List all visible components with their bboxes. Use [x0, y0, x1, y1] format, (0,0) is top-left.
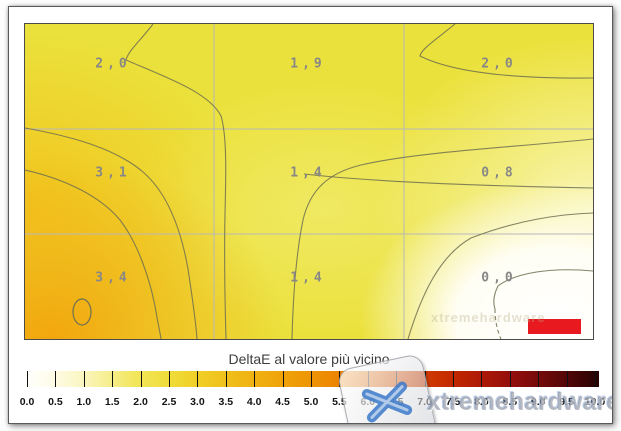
contour-line [494, 308, 502, 339]
watermark-x-icon [361, 381, 413, 423]
colorbar-tick [27, 371, 28, 387]
contour-line [25, 127, 198, 339]
contour-value-label: 2,0 [481, 56, 517, 72]
colorbar-tick [169, 371, 170, 387]
red-marker [528, 319, 581, 334]
contour-value-label: 0,0 [481, 270, 517, 286]
colorbar-tick-label: 8.5 [502, 396, 518, 408]
colorbar-tick [140, 371, 142, 387]
contour-line [407, 212, 593, 339]
contour-line [125, 24, 227, 339]
contour-line [291, 138, 593, 339]
colorbar-tick [566, 371, 568, 387]
contour-lines-layer [25, 24, 593, 339]
contour-ellipse [72, 298, 92, 326]
colorbar-tick-label: 3.0 [190, 396, 205, 408]
colorbar-tick-label: 4.0 [246, 396, 262, 408]
contour-value-label: 1,4 [290, 270, 326, 286]
colorbar-tick-label: 4.5 [275, 396, 290, 408]
colorbar-tick-label: 2.5 [161, 396, 177, 408]
colorbar-tick-label: 2.0 [133, 396, 148, 408]
contour-line [493, 269, 593, 310]
figure-frame: 2,0 1,9 2,0 3,1 1,4 0,8 3,4 1,4 0,0 xtremehardwa… [8, 6, 613, 424]
watermark-text: xtremehardware.com [427, 388, 612, 416]
colorbar-tick-label: 10.0 [584, 396, 606, 408]
colorbar-tick [538, 371, 540, 387]
colorbar-tick [481, 371, 483, 387]
watermark-logo [336, 352, 438, 423]
colorbar-tick-label: 1.0 [76, 396, 92, 408]
contour-value-label: 0,8 [481, 165, 517, 181]
contour-line [303, 173, 593, 189]
contour-value-label: 1,4 [290, 165, 326, 181]
colorbar-tick-label: 9.0 [530, 396, 546, 408]
contour-line [419, 24, 593, 79]
colorbar-title: DeltaE al valore più vicino [228, 351, 390, 367]
colorbar-tick [595, 371, 596, 387]
contour-value-label: 2,0 [95, 56, 131, 72]
contour-plot: 2,0 1,9 2,0 3,1 1,4 0,8 3,4 1,4 0,0 xtremehardwa… [24, 23, 594, 340]
colorbar-tick [225, 371, 227, 387]
colorbar-tick [197, 371, 199, 387]
contour-value-label: 3,1 [95, 165, 131, 181]
colorbar [23, 371, 599, 387]
colorbar-tick-label: 5.0 [303, 396, 319, 408]
colorbar-tick [112, 371, 114, 387]
contour-value-label: 1,9 [290, 56, 326, 72]
faint-watermark-text: xtremehardware [431, 310, 546, 325]
colorbar-tick [254, 371, 256, 387]
colorbar-tick-label: 3.5 [218, 396, 234, 408]
colorbar-tick [311, 371, 312, 387]
colorbar-tick [509, 371, 511, 387]
contour-value-label: 3,4 [95, 270, 131, 286]
colorbar-tick [453, 371, 454, 387]
colorbar-tick-label: 0.0 [19, 396, 35, 408]
colorbar-tick-label: 0.5 [48, 396, 63, 408]
colorbar-tick [282, 371, 284, 387]
colorbar-tick-label: 9.5 [559, 396, 574, 408]
colorbar-tick-label: 1.5 [104, 396, 120, 408]
colorbar-tick-label: 8.0 [474, 396, 489, 408]
colorbar-tick-label: 7.5 [445, 396, 461, 408]
contour-line [25, 169, 162, 339]
colorbar-tick [83, 371, 85, 387]
colorbar-tick [55, 371, 57, 387]
